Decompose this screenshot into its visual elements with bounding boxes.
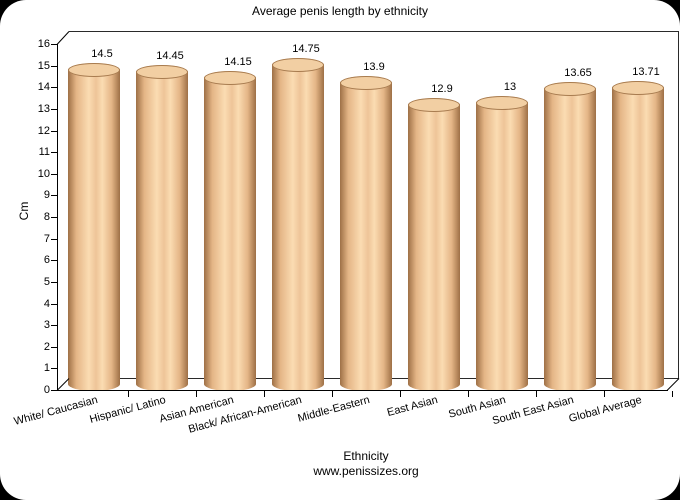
bar-top-ellipse: [136, 64, 188, 79]
y-tick-label: 15: [37, 60, 50, 72]
bar-top-ellipse: [408, 98, 460, 113]
y-axis-title: Cm: [17, 201, 31, 221]
bar-cylinder: [136, 64, 188, 391]
y-tick-label: 10: [37, 168, 50, 180]
y-axis-tick: [51, 325, 57, 326]
y-axis-tick: [51, 347, 57, 348]
y-axis-tick: [51, 174, 57, 175]
bar-top-ellipse: [544, 81, 596, 96]
x-axis-tick: [672, 391, 673, 397]
bar-cylinder: [204, 71, 256, 391]
y-axis-tick: [51, 304, 57, 305]
bar-cylinder: [408, 98, 460, 391]
bar-value-label: 13: [503, 80, 517, 93]
y-tick-label: 16: [37, 38, 50, 50]
y-tick-label: 9: [43, 189, 50, 201]
y-tick-label: 0: [43, 384, 50, 396]
y-axis-tick: [51, 131, 57, 132]
x-axis-tick: [196, 391, 197, 397]
bar-value-label: 14.15: [224, 56, 252, 68]
y-axis-tick: [51, 109, 57, 110]
y-axis-tick: [51, 152, 57, 153]
y-tick-label: 8: [43, 211, 50, 223]
y-tick-label: 5: [43, 276, 50, 288]
x-axis-line: [57, 390, 668, 391]
y-tick-label: 7: [43, 233, 50, 245]
bar-cylinder: [340, 76, 392, 391]
y-axis-tick: [51, 260, 57, 261]
bar-value-label: 14.5: [91, 48, 113, 61]
y-axis-tick: [51, 87, 57, 88]
y-tick-label: 2: [43, 341, 50, 353]
y-axis-tick: [51, 239, 57, 240]
y-tick-label: 13: [37, 103, 50, 115]
bar-cylinder: [612, 80, 664, 391]
source-url: www.penissizes.org: [313, 464, 419, 478]
y-axis-tick: [51, 368, 57, 369]
bar-value-label: 14.75: [292, 43, 320, 56]
bar-cylinder: [272, 58, 324, 391]
x-axis-title: Ethnicity: [343, 449, 389, 463]
y-tick-label: 6: [43, 254, 50, 266]
back-wall-top-edge: [69, 31, 679, 32]
y-axis-tick: [51, 66, 57, 67]
y-axis-tick: [51, 44, 57, 45]
bar-cylinder: [68, 63, 120, 391]
x-axis-tick: [604, 391, 605, 397]
x-axis-tick: [264, 391, 265, 397]
y-tick-label: 14: [37, 81, 50, 93]
back-wall-right-edge: [678, 31, 679, 379]
y-axis-tick: [51, 195, 57, 196]
x-axis-tick: [468, 391, 469, 397]
bar-value-label: 14.45: [156, 49, 184, 62]
y-axis-tick: [51, 390, 57, 391]
bar-top-ellipse: [612, 80, 664, 95]
x-axis-tick: [128, 391, 129, 397]
y-tick-label: 3: [43, 319, 50, 331]
bar-top-ellipse: [476, 95, 528, 110]
y-axis-tick: [51, 217, 57, 218]
y-tick-label: 12: [37, 125, 50, 137]
x-axis-tick: [332, 391, 333, 397]
y-axis-line: [57, 44, 58, 391]
y-axis-tick: [51, 282, 57, 283]
chart-title: Average penis length by ethnicity: [252, 4, 428, 18]
y-tick-label: 11: [38, 146, 50, 158]
y-tick-label: 1: [43, 362, 50, 374]
bar-top-ellipse: [340, 76, 392, 91]
bar-top-ellipse: [68, 63, 120, 78]
x-axis-tick: [400, 391, 401, 397]
bar-top-ellipse: [204, 71, 256, 85]
bar-value-label: 12.9: [431, 83, 453, 96]
bar-cylinder: [544, 81, 596, 391]
bar-top-ellipse: [272, 58, 324, 73]
bar-value-label: 13.9: [363, 61, 385, 74]
bar-value-label: 13.71: [632, 65, 660, 78]
bar-cylinder: [476, 95, 528, 391]
y-tick-label: 4: [43, 298, 50, 310]
x-axis-tick: [536, 391, 537, 397]
bar-value-label: 13.65: [564, 66, 592, 79]
